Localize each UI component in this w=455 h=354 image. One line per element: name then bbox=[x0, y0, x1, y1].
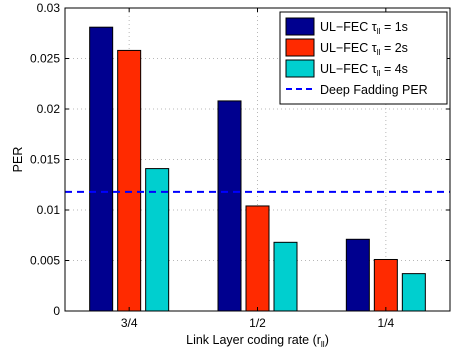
bar-series-3-3-4 bbox=[145, 168, 170, 312]
x-axis-title-close: ) bbox=[325, 333, 329, 347]
y-tick-label: 0.03 bbox=[37, 1, 61, 15]
legend-label-reference: Deep Fadding PER bbox=[320, 83, 428, 97]
y-axis-title: PER bbox=[11, 147, 25, 173]
x-tick-label: 1/2 bbox=[249, 316, 266, 330]
legend-label-subscript: ll bbox=[377, 68, 381, 78]
legend-label-part: = 1s bbox=[380, 20, 407, 34]
bar-series-2-1-4 bbox=[373, 258, 398, 312]
y-tick-label: 0 bbox=[53, 304, 60, 318]
bars-layer bbox=[89, 26, 426, 312]
x-tick-label: 1/4 bbox=[377, 316, 394, 330]
bar-series-1-3-4 bbox=[89, 26, 114, 312]
legend-label-subscript: ll bbox=[377, 47, 381, 57]
y-tick-label: 0.025 bbox=[30, 52, 60, 66]
legend-swatch bbox=[285, 17, 315, 36]
y-tick-label: 0.01 bbox=[37, 203, 61, 217]
bar-series-1-1-2 bbox=[217, 100, 242, 312]
legend-label: UL−FEC τll = 1s bbox=[320, 20, 408, 36]
legend-swatch bbox=[285, 38, 315, 57]
legend-label-part: UL−FEC τ bbox=[320, 41, 377, 55]
legend-label-part: = 4s bbox=[380, 62, 407, 76]
y-tick-label: 0.015 bbox=[30, 153, 60, 167]
bar-series-1-1-4 bbox=[345, 238, 370, 312]
x-tick-label: 3/4 bbox=[121, 316, 138, 330]
legend-label-part: UL−FEC τ bbox=[320, 62, 377, 76]
legend-label: UL−FEC τll = 2s bbox=[320, 41, 408, 57]
tick-labels-layer: 0 0.005 0.01 0.015 0.02 0.025 0.03 3/4 1/2 1/4 bbox=[30, 1, 395, 330]
bar-series-3-1-4 bbox=[401, 273, 426, 312]
y-tick-label: 0.005 bbox=[30, 254, 60, 268]
legend-label: UL−FEC τll = 4s bbox=[320, 62, 408, 78]
legend-label-part: = 2s bbox=[380, 41, 407, 55]
x-axis-title-main: Link Layer coding rate (r bbox=[186, 333, 321, 347]
y-tick-label: 0.02 bbox=[37, 102, 61, 116]
legend-label-subscript: ll bbox=[377, 26, 381, 36]
x-axis-title-subscript: ll bbox=[321, 339, 325, 349]
bar-series-2-3-4 bbox=[117, 49, 142, 312]
bar-series-3-1-2 bbox=[273, 241, 298, 312]
legend-swatch bbox=[285, 59, 315, 78]
legend-label-part: UL−FEC τ bbox=[320, 20, 377, 34]
x-axis-title: Link Layer coding rate (rll) bbox=[186, 333, 329, 349]
bar-series-2-1-2 bbox=[245, 205, 270, 312]
